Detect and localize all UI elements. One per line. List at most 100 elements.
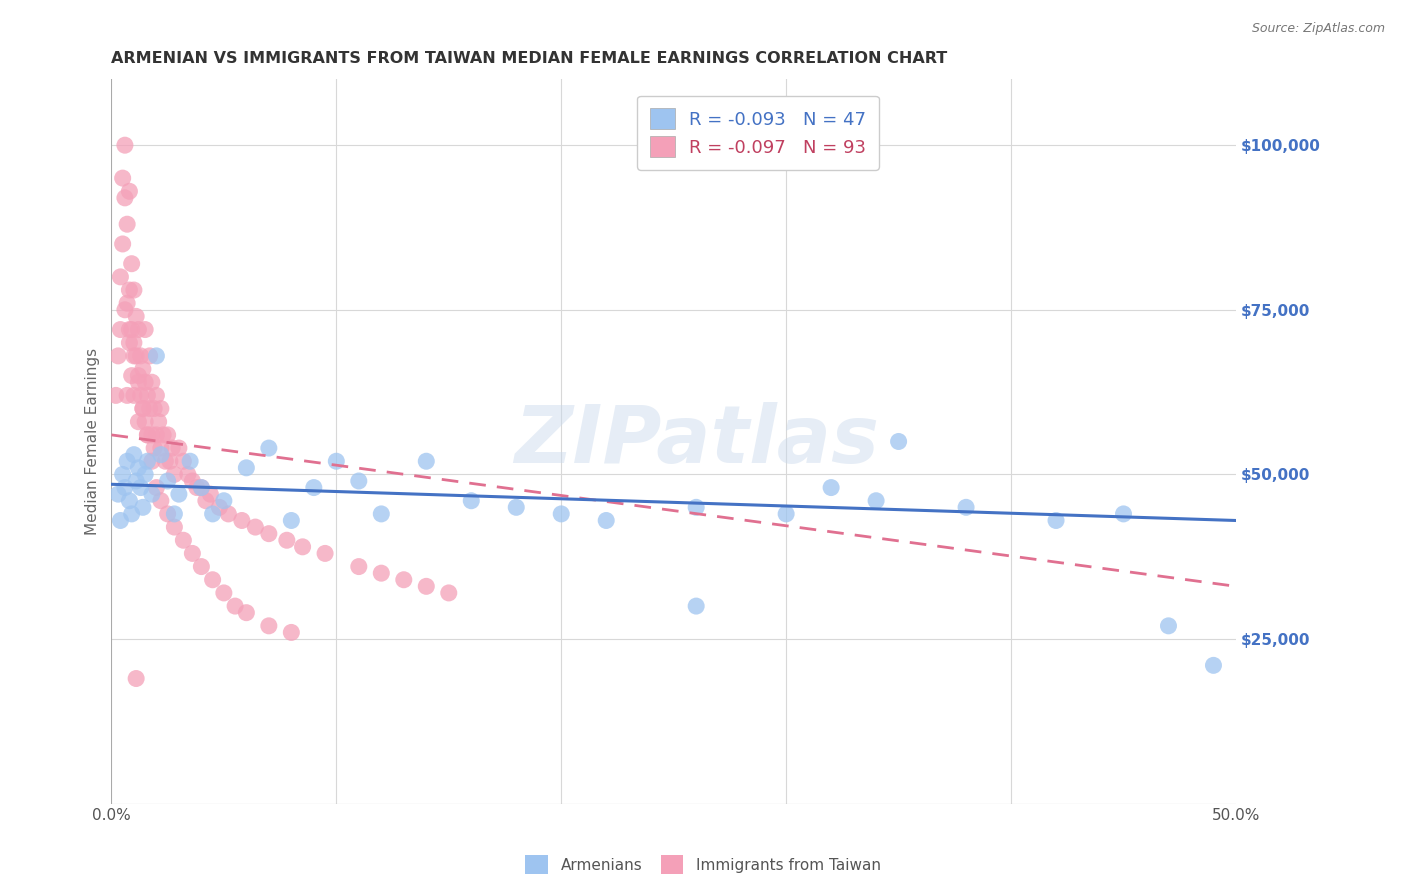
Point xyxy=(224,599,246,613)
Point xyxy=(550,507,572,521)
Point xyxy=(127,460,149,475)
Point xyxy=(231,514,253,528)
Point xyxy=(167,487,190,501)
Point xyxy=(208,500,231,515)
Point xyxy=(217,507,239,521)
Point xyxy=(149,401,172,416)
Point xyxy=(129,349,152,363)
Point xyxy=(194,493,217,508)
Point xyxy=(132,401,155,416)
Point xyxy=(110,514,132,528)
Text: Source: ZipAtlas.com: Source: ZipAtlas.com xyxy=(1251,22,1385,36)
Point xyxy=(132,401,155,416)
Point xyxy=(149,493,172,508)
Point xyxy=(820,481,842,495)
Point xyxy=(125,474,148,488)
Point xyxy=(235,606,257,620)
Point xyxy=(460,493,482,508)
Point xyxy=(136,454,159,468)
Point xyxy=(145,481,167,495)
Point xyxy=(685,500,707,515)
Point xyxy=(149,441,172,455)
Point xyxy=(415,454,437,468)
Point xyxy=(160,441,183,455)
Point xyxy=(125,349,148,363)
Point xyxy=(115,217,138,231)
Point xyxy=(1157,619,1180,633)
Point xyxy=(245,520,267,534)
Point xyxy=(437,586,460,600)
Point xyxy=(111,171,134,186)
Point xyxy=(115,388,138,402)
Point xyxy=(110,269,132,284)
Point xyxy=(149,448,172,462)
Point xyxy=(235,460,257,475)
Point xyxy=(280,625,302,640)
Point xyxy=(179,454,201,468)
Point xyxy=(163,467,186,482)
Point xyxy=(172,454,194,468)
Legend: R = -0.093   N = 47, R = -0.097   N = 93: R = -0.093 N = 47, R = -0.097 N = 93 xyxy=(637,95,879,169)
Point xyxy=(257,441,280,455)
Point xyxy=(163,520,186,534)
Point xyxy=(134,415,156,429)
Y-axis label: Median Female Earnings: Median Female Earnings xyxy=(86,348,100,535)
Point xyxy=(129,481,152,495)
Point xyxy=(156,474,179,488)
Point xyxy=(134,322,156,336)
Point xyxy=(314,546,336,560)
Point xyxy=(114,302,136,317)
Point xyxy=(200,487,222,501)
Point xyxy=(136,388,159,402)
Point xyxy=(129,388,152,402)
Point xyxy=(114,481,136,495)
Point xyxy=(190,481,212,495)
Point xyxy=(125,310,148,324)
Point xyxy=(134,467,156,482)
Point xyxy=(155,454,177,468)
Point xyxy=(325,454,347,468)
Point xyxy=(370,507,392,521)
Point xyxy=(148,415,170,429)
Point xyxy=(887,434,910,449)
Point xyxy=(122,283,145,297)
Point xyxy=(127,415,149,429)
Point xyxy=(280,514,302,528)
Point xyxy=(201,573,224,587)
Point xyxy=(156,428,179,442)
Point xyxy=(138,349,160,363)
Point xyxy=(167,441,190,455)
Point xyxy=(143,401,166,416)
Point xyxy=(121,507,143,521)
Point xyxy=(125,672,148,686)
Point xyxy=(276,533,298,548)
Point xyxy=(121,368,143,383)
Point xyxy=(141,376,163,390)
Point xyxy=(118,335,141,350)
Text: ARMENIAN VS IMMIGRANTS FROM TAIWAN MEDIAN FEMALE EARNINGS CORRELATION CHART: ARMENIAN VS IMMIGRANTS FROM TAIWAN MEDIA… xyxy=(111,51,948,66)
Point xyxy=(212,493,235,508)
Point xyxy=(122,448,145,462)
Point xyxy=(107,349,129,363)
Point xyxy=(118,184,141,198)
Point xyxy=(172,533,194,548)
Point xyxy=(181,546,204,560)
Point xyxy=(865,493,887,508)
Point xyxy=(1112,507,1135,521)
Point xyxy=(141,487,163,501)
Point xyxy=(104,388,127,402)
Point xyxy=(118,493,141,508)
Point xyxy=(111,467,134,482)
Point xyxy=(177,467,200,482)
Point xyxy=(302,481,325,495)
Point xyxy=(115,454,138,468)
Point xyxy=(118,283,141,297)
Point xyxy=(190,481,212,495)
Point xyxy=(201,507,224,521)
Point xyxy=(212,586,235,600)
Point xyxy=(181,474,204,488)
Point xyxy=(145,349,167,363)
Point xyxy=(595,514,617,528)
Point xyxy=(132,362,155,376)
Point xyxy=(152,428,174,442)
